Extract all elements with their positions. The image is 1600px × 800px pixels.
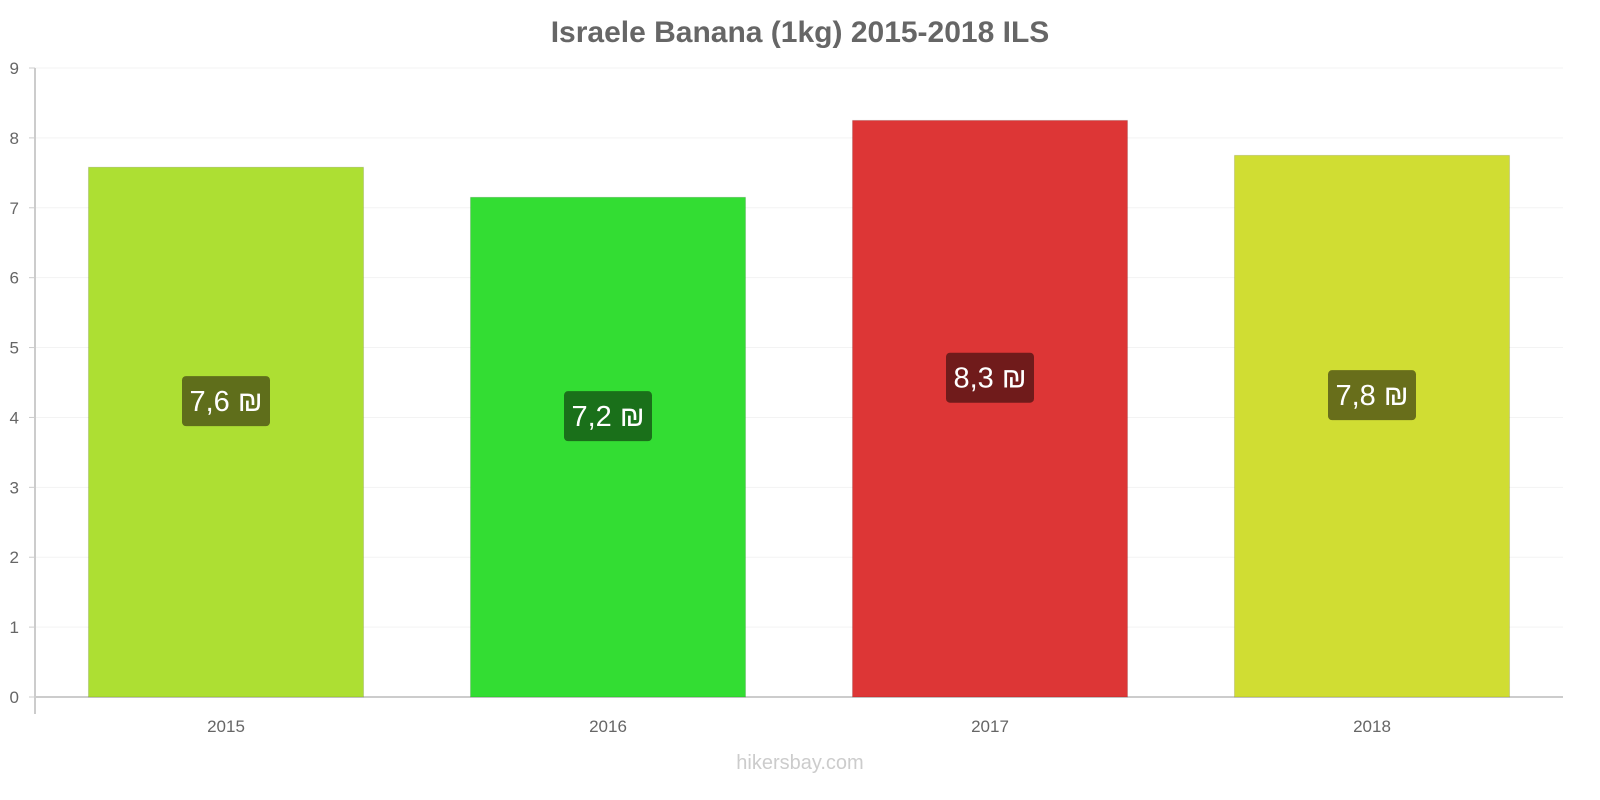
data-label-bg xyxy=(564,391,652,442)
y-tick-label: 7 xyxy=(10,199,19,218)
y-tick-label: 8 xyxy=(10,129,19,148)
y-tick-label: 3 xyxy=(10,478,19,497)
data-label-bg xyxy=(946,352,1034,403)
x-tick-label: 2015 xyxy=(207,717,245,736)
data-label: 7,8 ₪ xyxy=(1336,380,1409,412)
x-tick-label: 2017 xyxy=(971,717,1009,736)
y-tick-label: 0 xyxy=(10,688,19,707)
y-tick-label: 4 xyxy=(10,408,19,427)
bar-2015 xyxy=(87,166,365,698)
watermark: hikersbay.com xyxy=(736,752,864,774)
y-tick-label: 1 xyxy=(10,618,19,637)
data-label-bg xyxy=(182,376,270,427)
data-label: 7,2 ₪ xyxy=(572,401,645,433)
bar-2018 xyxy=(1233,154,1511,698)
data-label: 7,6 ₪ xyxy=(190,386,263,418)
bar-2017 xyxy=(851,119,1129,698)
y-tick-label: 2 xyxy=(10,548,19,567)
y-tick-label: 6 xyxy=(10,269,19,288)
data-label: 8,3 ₪ xyxy=(954,363,1027,395)
y-tick-label: 9 xyxy=(10,59,19,78)
chart-title: Israele Banana (1kg) 2015-2018 ILS xyxy=(550,16,1050,49)
bar-2016 xyxy=(469,196,747,698)
x-tick-label: 2018 xyxy=(1353,717,1391,736)
data-label-bg xyxy=(1328,370,1416,421)
x-tick-label: 2016 xyxy=(589,717,627,736)
y-tick-label: 5 xyxy=(10,339,19,358)
